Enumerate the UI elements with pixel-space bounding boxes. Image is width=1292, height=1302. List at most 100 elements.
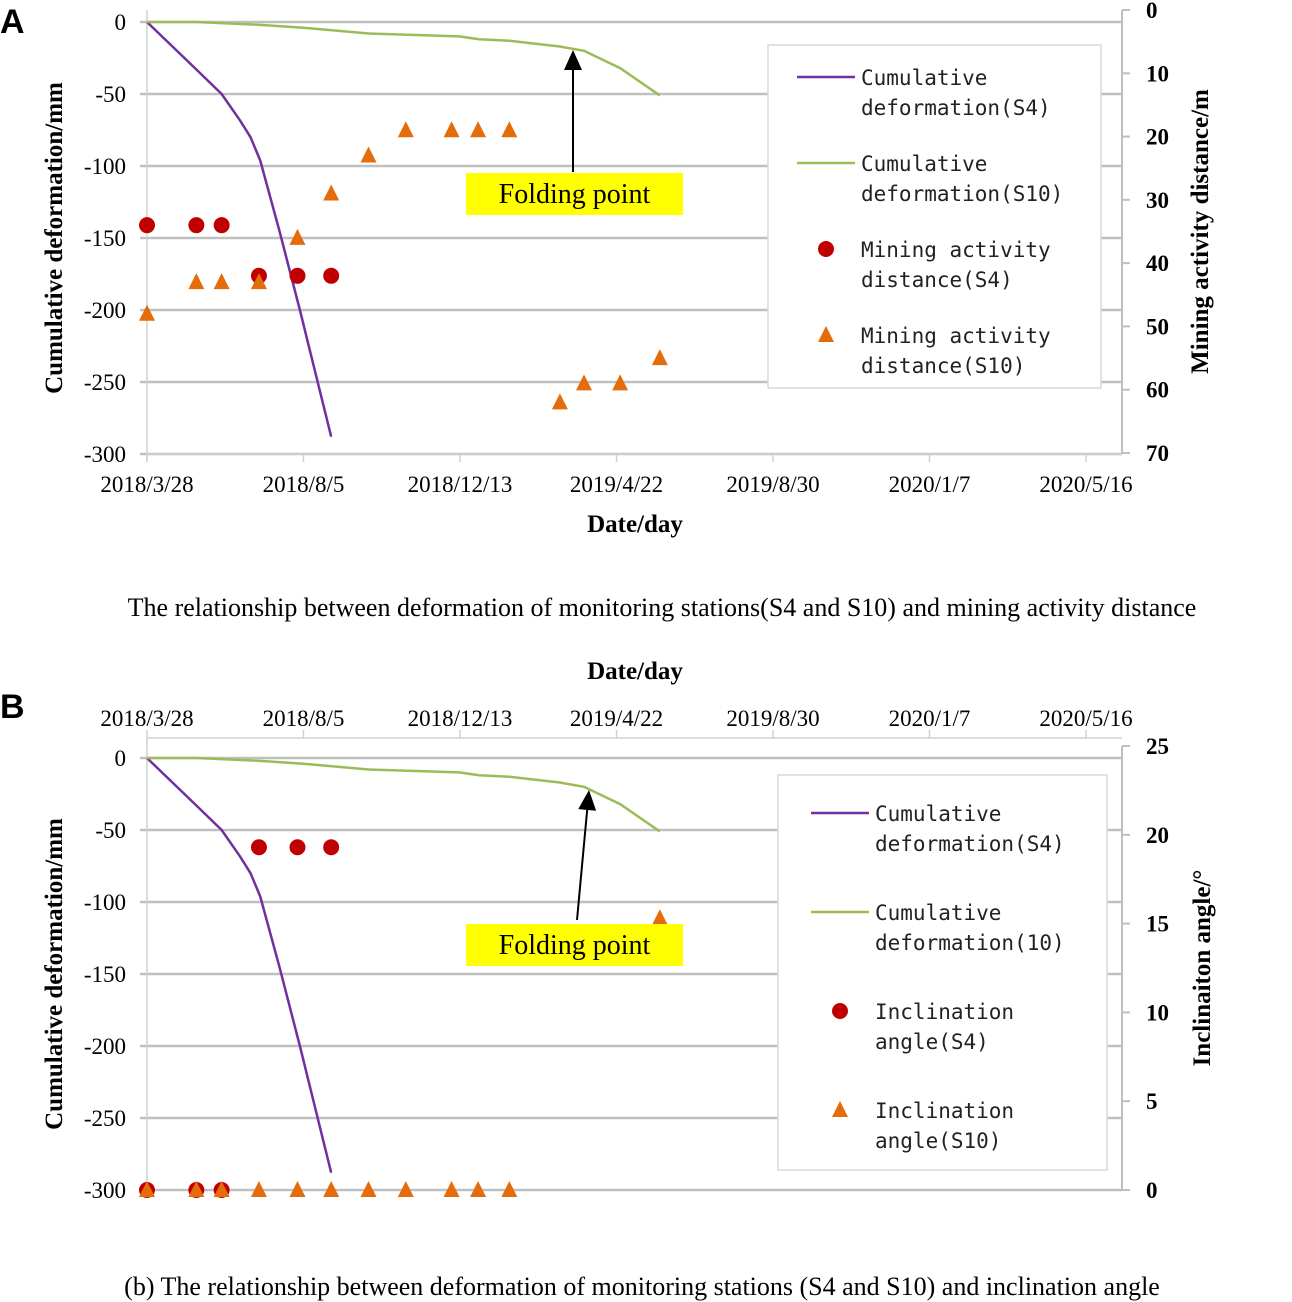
series-line [147, 756, 661, 833]
x-tick-label: 2019/4/22 [570, 472, 663, 497]
y-left-tick-label: -250 [84, 1106, 126, 1131]
legend-label: Inclination [875, 1000, 1014, 1024]
annotation-label: Folding point [499, 930, 651, 961]
legend-label: angle(S4) [875, 1030, 989, 1054]
y-right-tick-label: 20 [1146, 125, 1169, 150]
series-0 [146, 757, 333, 1174]
data-point-triangle [575, 374, 592, 391]
data-point-triangle [360, 146, 377, 163]
data-point-triangle [651, 349, 668, 366]
data-point-circle [139, 217, 155, 234]
legend-item: Cumulative deformation(S4) [797, 66, 1051, 120]
y-left-tick-label: -50 [95, 82, 126, 107]
figure-caption: The relationship between deformation of … [128, 593, 1197, 622]
y-right-tick-label: 5 [1146, 1089, 1158, 1114]
legend-label: deformation(S4) [861, 96, 1051, 120]
legend-item: Cumulative deformation(S4) [811, 802, 1065, 856]
data-point-triangle [139, 1181, 155, 1197]
chart-panel-b: B 0 -50 -100 -150 -200 -250 -300 0 5 10 15 20 25 2018/… [0, 658, 1216, 1203]
data-point-triangle [139, 304, 155, 321]
legend-item: Cumulative deformation(10) [811, 901, 1065, 955]
data-point-triangle [289, 1181, 306, 1197]
y-left-tick-label: -300 [84, 442, 126, 467]
y-left-tick-label: -200 [84, 298, 126, 323]
data-point-triangle [323, 184, 340, 201]
legend-item: Inclination angle(S4) [832, 1000, 1014, 1054]
series-line [146, 21, 333, 438]
data-point-triangle [289, 228, 306, 245]
chart-panel-a: A 0 -50 -100 -150 -200 -250 -300 0 10 20 30 40 50 60 70… [0, 0, 1214, 538]
data-point-triangle [188, 273, 205, 290]
data-point-circle [323, 267, 340, 284]
y-left-axis-title: Cumulative deformation/mm [41, 82, 68, 394]
data-point-triangle [551, 393, 568, 410]
y-right-tick-label: 20 [1146, 823, 1169, 848]
legend-label: distance(S10) [861, 354, 1025, 378]
data-point-circle [188, 217, 205, 234]
legend-label: distance(S4) [861, 268, 1013, 292]
series-3 [139, 909, 668, 1197]
data-point-triangle [323, 1181, 340, 1197]
data-point-triangle [443, 1181, 460, 1197]
y-left-tick-label: 0 [115, 746, 127, 771]
x-axis-title: Date/day [587, 511, 683, 538]
panel-label: B [0, 688, 25, 726]
y-right-tick-label: 15 [1146, 912, 1169, 937]
data-point-triangle [612, 374, 629, 391]
y-left-tick-label: -150 [84, 962, 126, 987]
legend-label: deformation(S10) [861, 182, 1063, 206]
legend-marker-swatch [832, 1003, 848, 1019]
series-0 [146, 21, 333, 438]
figure-caption: (b) The relationship between deformation… [124, 1272, 1160, 1301]
y-right-axis-title: Mining activity distance/m [1187, 89, 1214, 374]
data-point-circle [289, 839, 306, 856]
data-point-triangle [188, 1181, 205, 1197]
legend-item: Cumulative deformation(S10) [797, 152, 1063, 206]
data-point-triangle [470, 1181, 487, 1197]
y-right-tick-label: 0 [1146, 1178, 1158, 1203]
data-point-triangle [443, 121, 460, 138]
y-right-tick-label: 70 [1146, 441, 1169, 466]
y-right-tick-label: 30 [1146, 188, 1169, 213]
legend-item: Mining activity distance(S10) [818, 324, 1051, 378]
legend-label: Cumulative [875, 901, 1001, 925]
data-point-triangle [360, 1181, 377, 1197]
legend-item: Mining activity distance(S4) [818, 238, 1051, 292]
legend-label: Cumulative [875, 802, 1001, 826]
legend-marker-swatch [832, 1101, 848, 1117]
data-point-circle [289, 267, 306, 284]
legend-label: angle(S10) [875, 1129, 1001, 1153]
x-tick-label: 2020/5/16 [1039, 472, 1132, 497]
annotation-arrow [576, 809, 589, 921]
y-left-tick-label: -250 [84, 370, 126, 395]
x-tick-label: 2020/1/7 [889, 472, 971, 497]
legend-marker-swatch [818, 241, 834, 257]
arrowhead-icon [578, 790, 597, 811]
x-tick-label: 2018/3/28 [100, 706, 193, 731]
data-point-triangle [213, 273, 230, 290]
legend-label: Mining activity [861, 238, 1051, 262]
y-right-tick-label: 25 [1146, 734, 1169, 759]
legend-label: Mining activity [861, 324, 1051, 348]
x-tick-label: 2018/8/5 [263, 472, 345, 497]
x-tick-label: 2018/8/5 [263, 706, 345, 731]
data-point-triangle [397, 1181, 414, 1197]
data-point-circle [250, 839, 267, 856]
series-line [147, 20, 661, 97]
legend-box [767, 44, 1102, 389]
y-right-tick-label: 60 [1146, 378, 1169, 403]
y-left-tick-label: -300 [84, 1178, 126, 1203]
series-2 [139, 217, 340, 284]
data-point-circle [323, 839, 340, 856]
data-point-circle [213, 217, 230, 234]
data-point-triangle [501, 121, 518, 138]
legend-label: Cumulative [861, 66, 987, 90]
y-right-tick-label: 40 [1146, 251, 1169, 276]
data-point-triangle [250, 273, 267, 290]
y-left-axis-title: Cumulative deformation/mm [41, 818, 68, 1130]
y-right-axis-title: Inclinaiton angle/° [1189, 870, 1216, 1067]
data-point-triangle [501, 1181, 518, 1197]
y-left-tick-label: -200 [84, 1034, 126, 1059]
x-axis-title: Date/day [587, 658, 683, 685]
